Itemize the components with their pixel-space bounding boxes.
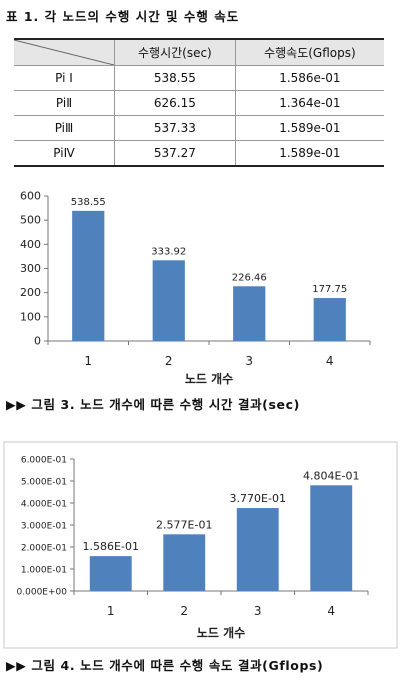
diagonal-line [14,40,114,65]
row-speed: 1.364e-01 [234,90,384,116]
x-tick-label: 2 [165,354,173,368]
y-tick-label: 1.000E-01 [21,566,67,576]
x-tick-label: 2 [180,604,188,618]
header-speed: 수행속도(Gflops) [234,38,384,66]
y-tick-label: 6.000E-01 [21,456,67,466]
bar [313,298,346,341]
y-tick-label: 5.000E-01 [21,478,67,488]
row-speed: 1.589e-01 [234,140,384,167]
data-label: 177.75 [312,284,347,295]
row-node: Pi I [14,65,115,91]
row-speed: 1.589e-01 [234,115,384,141]
y-tick-label: 2.000E-01 [21,544,67,554]
y-tick-label: 0.000E+00 [17,588,68,598]
bar [233,286,266,341]
x-tick-label: 3 [254,604,262,618]
diagonal-header-cell [14,38,115,66]
data-label: 2.577E-01 [156,518,212,531]
data-label: 226.46 [232,272,267,283]
x-tick-label: 4 [326,354,334,368]
chart-frame [3,441,398,649]
table-row: PiⅡ 626.15 1.364e-01 [14,90,384,116]
y-tick-label: 4.000E-01 [21,500,67,510]
x-axis-label: 노드 개수 [197,626,245,640]
y-tick-label: 200 [20,286,41,299]
row-node: PiⅣ [14,140,115,167]
data-label: 3.770E-01 [230,492,286,505]
row-time: 537.27 [114,140,236,167]
row-node: PiⅡ [14,90,115,116]
time-bar-chart: 0 100 200 300 400 500 600 538.55 1 333.92 2 226.46 3… [20,190,371,386]
y-tick-label: 3.000E-01 [21,522,67,532]
bar [72,210,105,341]
y-tick-label: 0 [34,335,41,348]
header-time: 수행시간(sec) [114,38,236,66]
y-tick-label: 400 [20,238,41,251]
y-tick-label: 500 [20,214,41,227]
table-header-row: 수행시간(sec) 수행속도(Gflops) [14,38,384,66]
row-time: 538.55 [114,65,236,91]
row-speed: 1.586e-01 [234,65,384,91]
x-axis-label: 노드 개수 [185,372,233,386]
speed-bar-chart: 0.000E+00 1.000E-01 2.000E-01 3.000E-01 4.00… [3,441,398,649]
data-label: 1.586E-01 [83,540,139,553]
y-tick-label: 300 [20,262,41,275]
x-tick-label: 1 [84,354,92,368]
data-label: 333.92 [151,246,186,257]
y-tick-label: 100 [20,310,41,323]
table-caption: 표 1. 각 노드의 수행 시간 및 수행 속도 [6,9,240,24]
row-node: PiⅢ [14,115,115,141]
table-row: PiⅢ 537.33 1.589e-01 [14,115,384,141]
bar [163,534,206,591]
performance-table: 수행시간(sec) 수행속도(Gflops) Pi I 538.55 1.586… [14,38,384,167]
row-time: 537.33 [114,115,236,141]
bar [89,556,132,591]
bar [236,508,279,591]
x-tick-label: 3 [245,354,253,368]
x-tick-label: 1 [107,604,115,618]
x-tick-label: 4 [327,604,335,618]
chart2-caption: ▶▶ 그림 4. 노드 개수에 따른 수행 속도 결과(Gflops) [6,658,324,673]
table-row: Pi I 538.55 1.586e-01 [14,65,384,91]
bar [152,260,185,341]
data-label: 538.55 [71,197,106,208]
data-label: 4.804E-01 [303,469,359,482]
table-row: PiⅣ 537.27 1.589e-01 [14,140,384,167]
row-time: 626.15 [114,90,236,116]
chart1-caption: ▶▶ 그림 3. 노드 개수에 따른 수행 시간 결과(sec) [6,397,300,412]
y-tick-label: 600 [20,190,41,203]
bar [310,485,353,591]
